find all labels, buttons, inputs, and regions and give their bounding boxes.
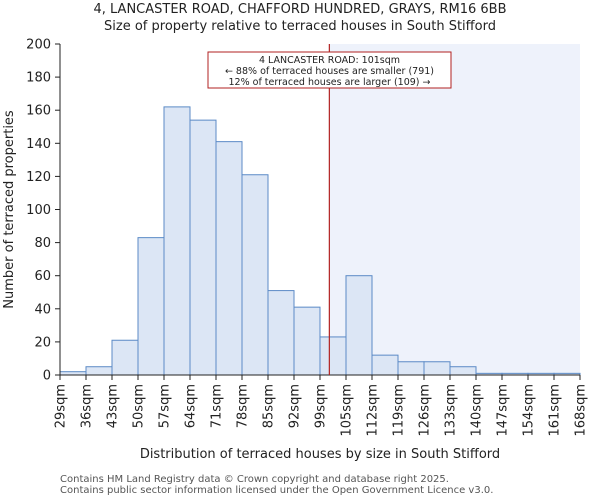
x-tick-label: 99sqm [314, 384, 329, 428]
x-tick-label: 78sqm [236, 384, 251, 428]
bar [85, 366, 113, 376]
annotation-line: 12% of terraced houses are larger (109) … [229, 77, 431, 88]
bar [137, 237, 165, 376]
y-tick-label: 80 [34, 236, 51, 251]
y-tick-label: 180 [26, 71, 51, 86]
y-tick-label: 0 [43, 369, 51, 384]
x-tick-label: 29sqm [54, 384, 69, 428]
bar [267, 290, 295, 376]
x-tick-label: 112sqm [366, 384, 381, 437]
y-tick-label: 160 [26, 104, 51, 119]
x-axis-label: Distribution of terraced houses by size … [140, 447, 500, 462]
y-tick-label: 100 [26, 203, 51, 218]
x-tick-label: 36sqm [80, 384, 95, 428]
bar [293, 306, 321, 376]
x-tick-label: 64sqm [184, 384, 199, 428]
x-tick-label: 105sqm [340, 384, 355, 437]
x-tick-label: 154sqm [522, 384, 537, 437]
bar [241, 174, 269, 376]
chart-subtitle: Size of property relative to terraced ho… [104, 19, 496, 34]
x-tick-label: 85sqm [262, 384, 277, 428]
bar [319, 336, 347, 376]
x-tick-label: 161sqm [548, 384, 563, 437]
y-axis-label: Number of terraced properties [2, 110, 17, 309]
bar [371, 354, 399, 376]
x-tick-label: 50sqm [132, 384, 147, 428]
chart-title: 4, LANCASTER ROAD, CHAFFORD HUNDRED, GRA… [93, 2, 507, 17]
bar [345, 275, 373, 376]
y-tick-label: 140 [26, 137, 51, 152]
bar [423, 361, 451, 376]
annotation-line: ← 88% of terraced houses are smaller (79… [225, 66, 434, 77]
y-tick-label: 40 [34, 302, 51, 317]
bar [189, 119, 217, 376]
bar [111, 339, 139, 376]
x-tick-label: 119sqm [392, 384, 407, 437]
bar [449, 366, 477, 376]
x-tick-label: 140sqm [470, 384, 485, 437]
x-tick-label: 57sqm [158, 384, 173, 428]
bar [397, 361, 425, 376]
x-tick-label: 43sqm [106, 384, 121, 428]
annotation-box [207, 51, 452, 89]
annotation-line: 4 LANCASTER ROAD: 101sqm [259, 55, 400, 66]
x-tick-label: 126sqm [418, 384, 433, 437]
footer-copyright: Contains HM Land Registry data © Crown c… [60, 474, 449, 485]
bar [215, 141, 243, 376]
x-tick-label: 147sqm [496, 384, 511, 437]
x-tick-label: 71sqm [210, 384, 225, 428]
x-tick-label: 133sqm [444, 384, 459, 437]
footer-licence: Contains public sector information licen… [60, 485, 494, 496]
x-tick-label: 168sqm [574, 384, 589, 437]
y-tick-label: 20 [34, 335, 51, 350]
x-tick-label: 92sqm [288, 384, 303, 428]
y-tick-label: 60 [34, 269, 51, 284]
y-tick-label: 200 [26, 38, 51, 53]
bar [163, 106, 191, 376]
y-tick-label: 120 [26, 170, 51, 185]
